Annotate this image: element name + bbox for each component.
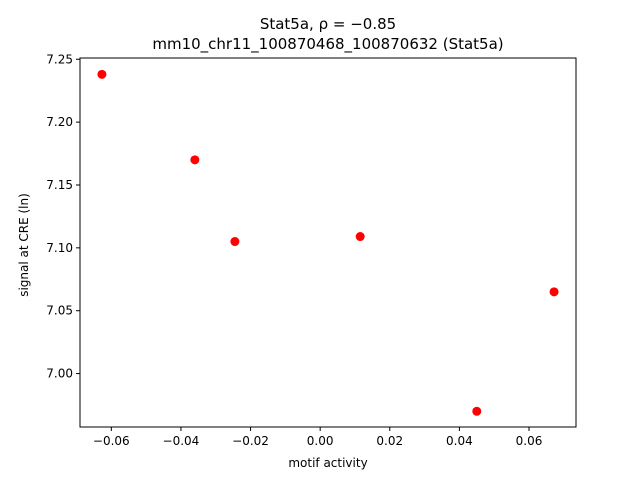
plot-area bbox=[79, 57, 577, 428]
data-points bbox=[97, 69, 559, 416]
y-tick-label: 7.05 bbox=[46, 304, 73, 318]
x-tick-label: 0.00 bbox=[307, 434, 334, 448]
x-tick-label: −0.04 bbox=[163, 434, 200, 448]
y-tick-label: 7.10 bbox=[46, 241, 73, 255]
x-tick-label: 0.04 bbox=[446, 434, 473, 448]
x-tick-label: −0.02 bbox=[232, 434, 269, 448]
x-axis-ticks: −0.06 −0.04 −0.02 0.00 0.02 0.04 0.06 bbox=[93, 427, 542, 448]
data-point bbox=[472, 406, 482, 416]
x-axis-label: motif activity bbox=[288, 456, 367, 470]
y-axis-ticks: 7.00 7.05 7.10 7.15 7.20 7.25 bbox=[46, 52, 80, 381]
chart-title-line2: mm10_chr11_100870468_100870632 (Stat5a) bbox=[152, 35, 503, 54]
y-tick-label: 7.15 bbox=[46, 178, 73, 192]
data-point bbox=[355, 232, 365, 242]
y-axis-label: signal at CRE (ln) bbox=[17, 193, 31, 297]
chart-title-line1: Stat5a, ρ = −0.85 bbox=[260, 15, 396, 33]
data-point bbox=[190, 155, 200, 165]
y-tick-label: 7.00 bbox=[46, 367, 73, 381]
x-tick-label: −0.06 bbox=[93, 434, 130, 448]
data-point bbox=[549, 287, 559, 297]
x-tick-label: 0.02 bbox=[376, 434, 403, 448]
y-tick-label: 7.20 bbox=[46, 115, 73, 129]
x-tick-label: 0.06 bbox=[516, 434, 543, 448]
data-point bbox=[97, 69, 107, 79]
data-point bbox=[230, 237, 240, 247]
y-tick-label: 7.25 bbox=[46, 52, 73, 66]
plot-frame bbox=[79, 57, 577, 428]
